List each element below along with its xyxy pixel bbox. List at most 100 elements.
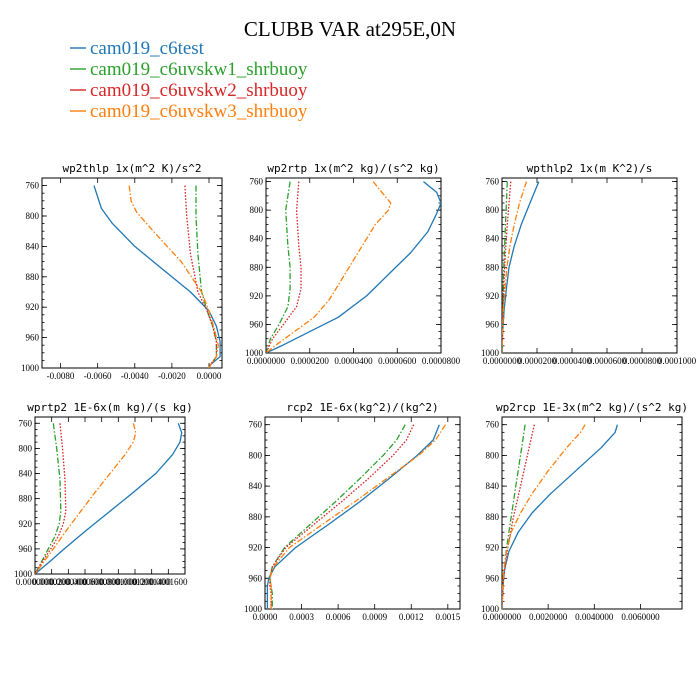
legend-entry: cam019_c6uvskw3_shrbuoy [70,101,308,122]
y-tick-label: 840 [249,481,263,491]
chart-panel: wprtp2 1E-6x(m kg)/(s kg) 760 800 840 880 920… [14,401,193,587]
x-tick-label: 0.0000600 [378,356,417,366]
y-tick-label: 840 [486,481,500,491]
y-tick-label: 920 [486,291,500,301]
y-tick-label: 840 [486,234,500,244]
y-tick-label: 960 [26,333,40,343]
series-group [93,185,221,368]
x-tick-label: 0.0000600 [588,356,627,366]
panels: wp2thlp 1x(m^2 K)/s^2 760 800 840 880 920 960 1… [14,162,697,622]
panel-title: wp2rcp 1E-3x(m^2 kg)/(s^2 kg) [496,401,688,414]
series-line [35,423,67,574]
plot-frame [34,416,186,575]
y-tick-label: 1000 [21,363,40,373]
x-tick-label: 0.0000200 [518,356,557,366]
legend-entry: cam019_c6uvskw1_shrbuoy [70,59,308,80]
x-tick-label: -0.0080 [47,371,75,381]
x-tick-label: 0.0000000 [483,612,522,622]
y-tick-label: 880 [250,262,264,272]
plot-frame [264,416,461,610]
chart-panel: rcp2 1E-6x(kg^2)/(kg^2) 760 800 840 880 920 96… [244,401,461,622]
x-tick-label: 0.0012 [399,612,424,622]
x-tick-label: 0.0060000 [621,612,660,622]
x-tick-label: -0.0020 [158,371,186,381]
series-line [266,181,291,353]
y-tick-label: 880 [19,494,33,504]
x-tick-label: 0.0000800 [623,356,662,366]
series-group [266,424,446,609]
y-tick-label: 1000 [245,348,264,358]
x-tick-label: 0.0001000 [99,577,138,587]
plot-frame [501,416,683,610]
x-tick-label: 0.0000600 [66,577,105,587]
x-tick-label: 0.0000800 [83,577,122,587]
series-line [502,181,508,353]
y-tick-label: 880 [486,262,500,272]
y-tick-label: 800 [486,205,500,215]
series-line [266,181,302,353]
series-line [35,423,137,574]
y-tick-label: 920 [250,291,264,301]
series-line [195,185,218,368]
y-tick-label: 760 [249,420,263,430]
x-tick-label: 0.0006 [326,612,351,622]
x-tick-label: 0.0040000 [575,612,614,622]
legend-entry: cam019_c6test [70,38,205,59]
series-group [266,181,441,353]
panel-title: wpthlp2 1x(m K^2)/s [527,162,653,175]
y-tick-label: 920 [486,543,500,553]
x-tick-label: 0.0000200 [33,577,72,587]
y-tick-label: 1000 [14,569,33,579]
x-tick-label: 0.0000 [197,371,222,381]
legend-label: cam019_c6uvskw2_shrbuoy [90,80,308,101]
x-tick-label: 0.0000200 [291,356,330,366]
y-tick-label: 960 [486,319,500,329]
legend-entry: cam019_c6uvskw2_shrbuoy [70,80,308,101]
legend-label: cam019_c6test [90,38,205,59]
y-tick-label: 760 [486,177,500,187]
x-tick-label: -0.0060 [84,371,112,381]
series-line [128,185,219,368]
chart-panel: wpthlp2 1x(m K^2)/s 760 800 840 880 920 960 100… [481,162,697,366]
x-tick-label: 0.0009 [362,612,387,622]
series-line [266,424,440,609]
y-tick-label: 960 [486,573,500,583]
x-tick-label: 0.0003 [289,612,314,622]
x-tick-label: 0.0001400 [133,577,172,587]
y-tick-label: 760 [250,177,264,187]
series-line [35,423,62,574]
legend-label: cam019_c6uvskw3_shrbuoy [90,101,308,122]
y-tick-label: 760 [26,181,40,191]
y-tick-label: 920 [249,543,263,553]
panel-title: wprtp2 1E-6x(m kg)/(s kg) [27,401,193,414]
y-tick-label: 760 [486,420,500,430]
series-line [502,424,619,609]
series-line [266,181,441,353]
y-tick-label: 1000 [244,604,263,614]
series-group [502,424,619,609]
y-tick-label: 960 [250,319,264,329]
x-tick-label: 0.0000000 [483,356,522,366]
x-tick-label: 0.0001200 [116,577,155,587]
series-line [266,181,392,353]
series-line [269,424,446,609]
panel-title: wp2thlp 1x(m^2 K)/s^2 [62,162,201,175]
chart-panel: wp2rtp 1x(m^2 kg)/(s^2 kg)760 800 840 880 92… [245,162,461,366]
chart-panel: wp2rcp 1E-3x(m^2 kg)/(s^2 kg) 760 800 840 88… [481,401,688,622]
y-tick-label: 880 [249,512,263,522]
y-tick-label: 800 [249,450,263,460]
plot-frame [265,177,442,354]
y-tick-label: 960 [249,573,263,583]
y-tick-label: 840 [250,234,264,244]
y-tick-label: 840 [26,241,40,251]
series-line [269,424,415,609]
legend: cam019_c6testcam019_c6uvskw1_shrbuoycam0… [70,38,308,122]
y-tick-label: 800 [19,443,33,453]
plot-frame [501,177,678,354]
y-tick-label: 800 [250,205,264,215]
series-group [35,423,183,574]
series-line [35,423,183,574]
x-tick-label: 0.0000400 [553,356,592,366]
figure-title: CLUBB VAR at295E,0N [244,17,456,41]
y-tick-label: 1000 [481,604,500,614]
